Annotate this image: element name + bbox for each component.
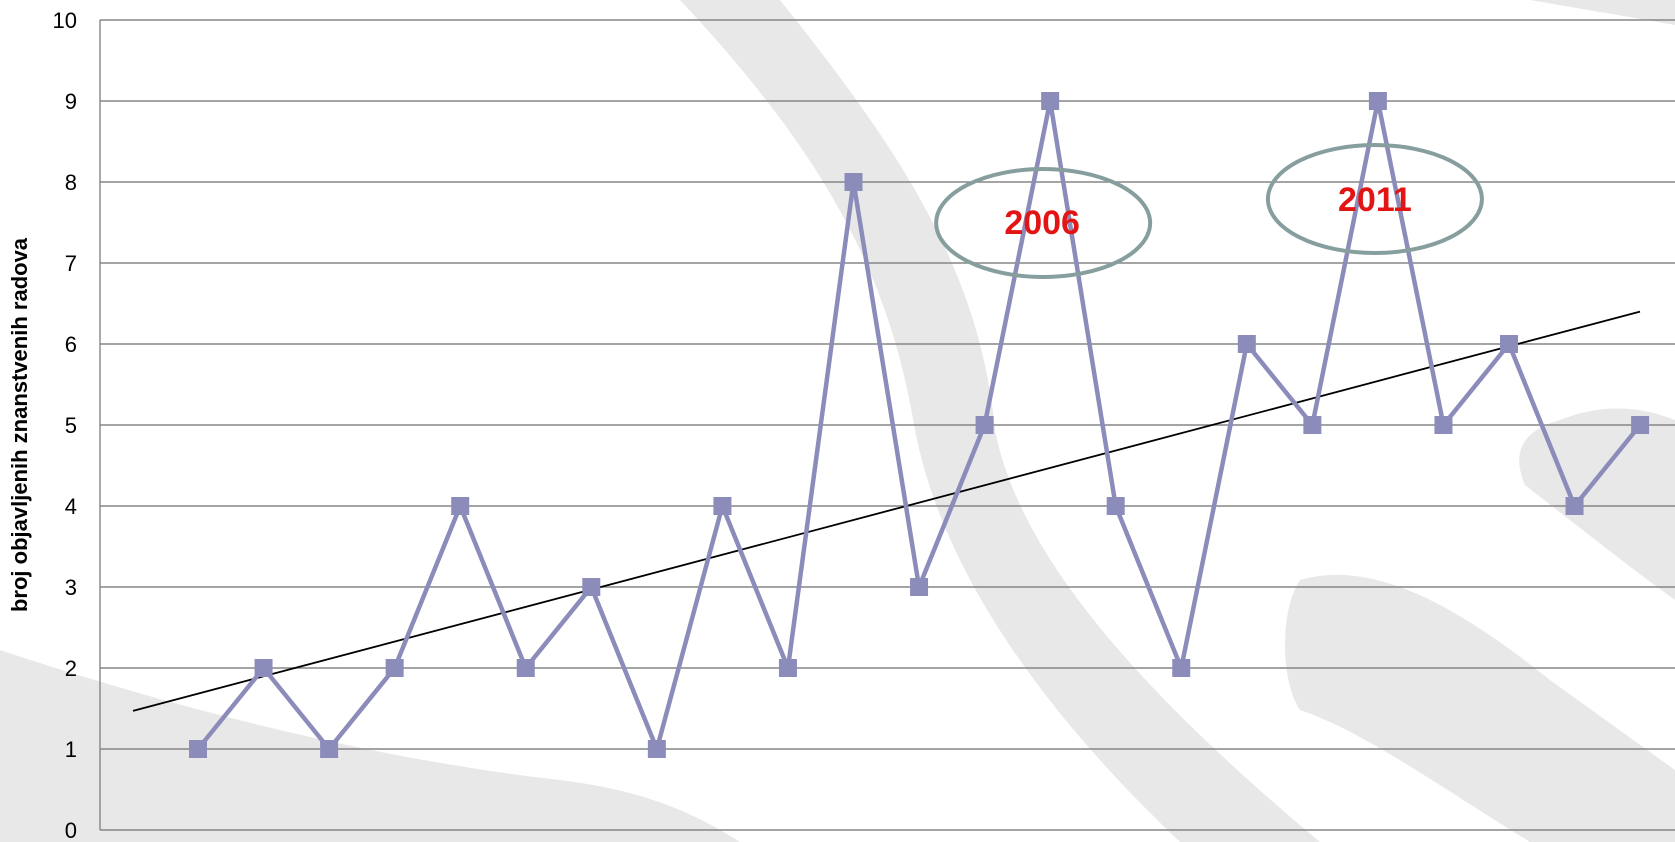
y-tick-label: 3: [65, 575, 77, 600]
data-point-marker: [844, 173, 863, 191]
data-point-marker: [975, 416, 994, 434]
annotation-label: 2011: [1338, 181, 1412, 219]
data-point-marker: [1237, 335, 1256, 353]
trendline: [132, 310, 1641, 712]
annotation-label: 2006: [1004, 204, 1080, 242]
data-point-marker: [1106, 497, 1125, 515]
data-point-marker: [320, 740, 339, 758]
y-tick-label: 10: [53, 8, 77, 33]
y-tick-label: 7: [65, 251, 77, 276]
trendline-layer: [132, 310, 1641, 712]
data-point-marker: [1500, 335, 1518, 353]
background-swoosh-center: [680, 0, 1320, 842]
data-point-marker: [1172, 659, 1191, 677]
y-tick-label: 9: [65, 89, 77, 114]
y-axis-label: broj objavljenih znanstvenih radova: [7, 237, 32, 612]
annotation-ellipse: [934, 167, 1153, 279]
data-point-marker: [1368, 92, 1387, 110]
background-swoosh-top-right: [1530, 0, 1675, 25]
background-swoosh-far-right: [1519, 408, 1675, 600]
gridlines: [99, 19, 1675, 831]
data-point-marker: [1631, 416, 1650, 434]
y-tick-label: 6: [65, 332, 77, 357]
background-swoosh-right: [1285, 574, 1675, 842]
annotation-ellipse: [1265, 143, 1484, 255]
data-point-marker: [189, 740, 207, 758]
data-point-marker: [254, 659, 273, 677]
data-point-marker: [910, 578, 929, 596]
y-tick-label: 5: [65, 413, 77, 438]
data-point-marker: [647, 740, 666, 758]
data-point-marker: [778, 659, 797, 677]
y-tick-label: 1: [65, 737, 77, 762]
y-tick-label: 8: [65, 170, 77, 195]
background-swoosh-bottom-left: [0, 650, 740, 842]
data-point-marker: [582, 578, 601, 596]
data-point-marker: [1041, 92, 1060, 110]
series-layer: [189, 92, 1650, 758]
y-tick-label: 2: [65, 656, 77, 681]
y-axis-tick-labels: 0 1 2 3 4 5 6 7 8 9 10: [53, 8, 77, 842]
data-point-marker: [451, 497, 470, 515]
annotations-layer: 2006 2011: [934, 143, 1484, 279]
data-point-marker: [1434, 416, 1453, 434]
data-point-marker: [1565, 497, 1584, 515]
data-point-marker: [1303, 416, 1322, 434]
data-point-marker: [713, 497, 732, 515]
data-point-marker: [385, 659, 404, 677]
y-tick-label: 4: [65, 494, 77, 519]
data-point-marker: [516, 659, 535, 677]
y-tick-label: 0: [65, 818, 77, 842]
